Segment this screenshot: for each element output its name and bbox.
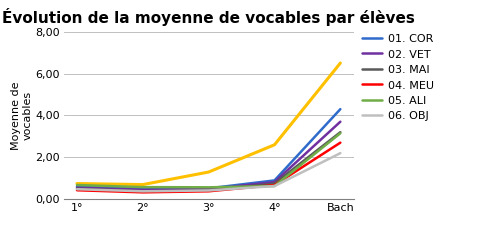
01. COR bbox=[74, 185, 80, 188]
03. MAI bbox=[206, 189, 212, 192]
04. MEU bbox=[140, 191, 146, 194]
03. MAI bbox=[272, 182, 277, 185]
03. MAI bbox=[337, 131, 343, 134]
05. ALI bbox=[206, 186, 212, 189]
06. OBJ bbox=[206, 189, 212, 192]
05. ALI bbox=[140, 186, 146, 189]
Line: 01. COR: 01. COR bbox=[77, 109, 340, 188]
Y-axis label: Moyenne de
vocables: Moyenne de vocables bbox=[11, 81, 32, 150]
06. OBJ bbox=[140, 190, 146, 193]
Line: 02. VET: 02. VET bbox=[77, 122, 340, 190]
05. ALI bbox=[337, 132, 343, 135]
Line: 04. MEU: 04. MEU bbox=[77, 143, 340, 192]
02. VET bbox=[337, 120, 343, 123]
04. MEU bbox=[272, 183, 277, 186]
05. ALI bbox=[272, 185, 277, 188]
Legend: 01. COR, 02. VET, 03. MAI, 04. MEU, 05. ALI, 06. OBJ: 01. COR, 02. VET, 03. MAI, 04. MEU, 05. … bbox=[362, 34, 434, 122]
06. OBJ bbox=[272, 185, 277, 188]
01. COR bbox=[337, 108, 343, 111]
Line: 03. MAI: 03. MAI bbox=[77, 132, 340, 191]
03. MAI bbox=[140, 190, 146, 193]
Line: 05. ALI: 05. ALI bbox=[77, 133, 340, 187]
02. VET bbox=[272, 181, 277, 183]
Title: Évolution de la moyenne de vocables par élèves: Évolution de la moyenne de vocables par … bbox=[2, 8, 415, 26]
06. OBJ bbox=[74, 188, 80, 191]
04. MEU bbox=[337, 141, 343, 144]
03. MAI bbox=[74, 187, 80, 190]
Line: 06. OBJ: 06. OBJ bbox=[77, 153, 340, 191]
02. VET bbox=[140, 188, 146, 191]
05. ALI bbox=[74, 183, 80, 186]
02. VET bbox=[74, 186, 80, 189]
04. MEU bbox=[206, 190, 212, 193]
04. MEU bbox=[74, 189, 80, 192]
01. COR bbox=[272, 179, 277, 182]
02. VET bbox=[206, 188, 212, 191]
06. OBJ bbox=[337, 152, 343, 155]
01. COR bbox=[206, 187, 212, 190]
01. COR bbox=[140, 187, 146, 190]
